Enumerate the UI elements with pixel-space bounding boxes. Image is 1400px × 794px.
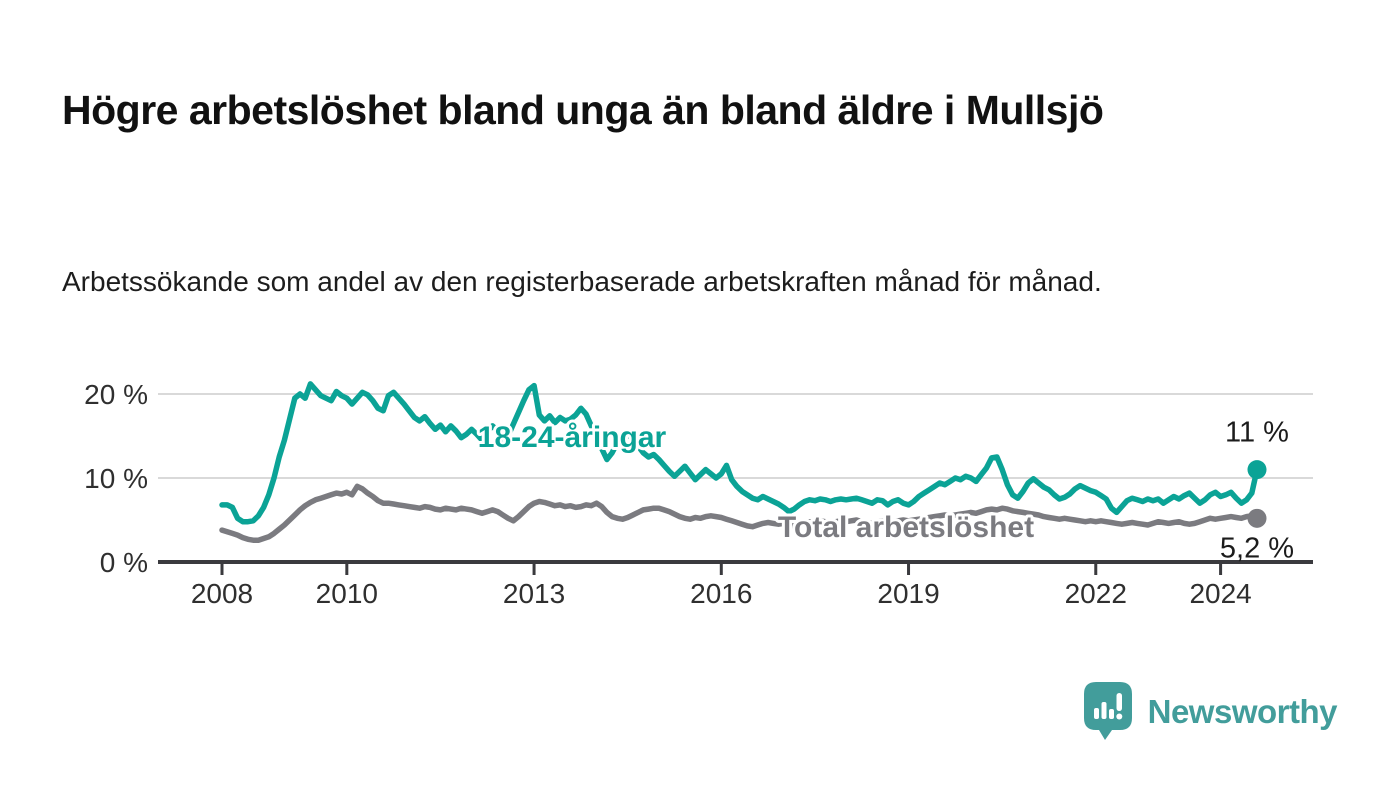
unemployment-chart: 2008 2010 2013 2016 2019 2022 2024 0 % 10 % 20 % T… — [0, 340, 1400, 630]
newsworthy-logo: Newsworthy — [1083, 682, 1338, 742]
series-line — [219, 483, 1260, 543]
x-tick-label: 2010 — [316, 578, 378, 609]
series-end-value: 5,2 % — [1220, 532, 1294, 564]
series-label: Total arbetslöshet — [778, 511, 1034, 544]
y-tick-label: 20 % — [84, 379, 148, 410]
unemployment-chart-svg: 2008 2010 2013 2016 2019 2022 2024 0 % 10 % 20 % T… — [84, 379, 1313, 609]
chart-subtitle: Arbetssökande som andel av den registerb… — [62, 266, 1102, 297]
y-tick-label: 10 % — [84, 463, 148, 494]
series-line — [219, 381, 1260, 525]
series-end-dot — [1247, 508, 1267, 528]
x-tick-label: 2016 — [690, 578, 752, 609]
series-end-dot — [1247, 460, 1267, 480]
y-tick-label: 0 % — [100, 547, 148, 578]
series-label: 18-24-åringar — [478, 421, 667, 454]
x-tick-label: 2024 — [1189, 578, 1251, 609]
x-tick-label: 2022 — [1065, 578, 1127, 609]
newsworthy-wordmark: Newsworthy — [1147, 693, 1338, 730]
page-title: Högre arbetslöshet bland unga än bland ä… — [62, 87, 1104, 134]
x-tick-label: 2008 — [191, 578, 253, 609]
x-tick-label: 2019 — [877, 578, 939, 609]
newsworthy-bubble-chart-icon — [1083, 682, 1132, 740]
series-end-value: 11 % — [1225, 417, 1289, 449]
x-tick-label: 2013 — [503, 578, 565, 609]
